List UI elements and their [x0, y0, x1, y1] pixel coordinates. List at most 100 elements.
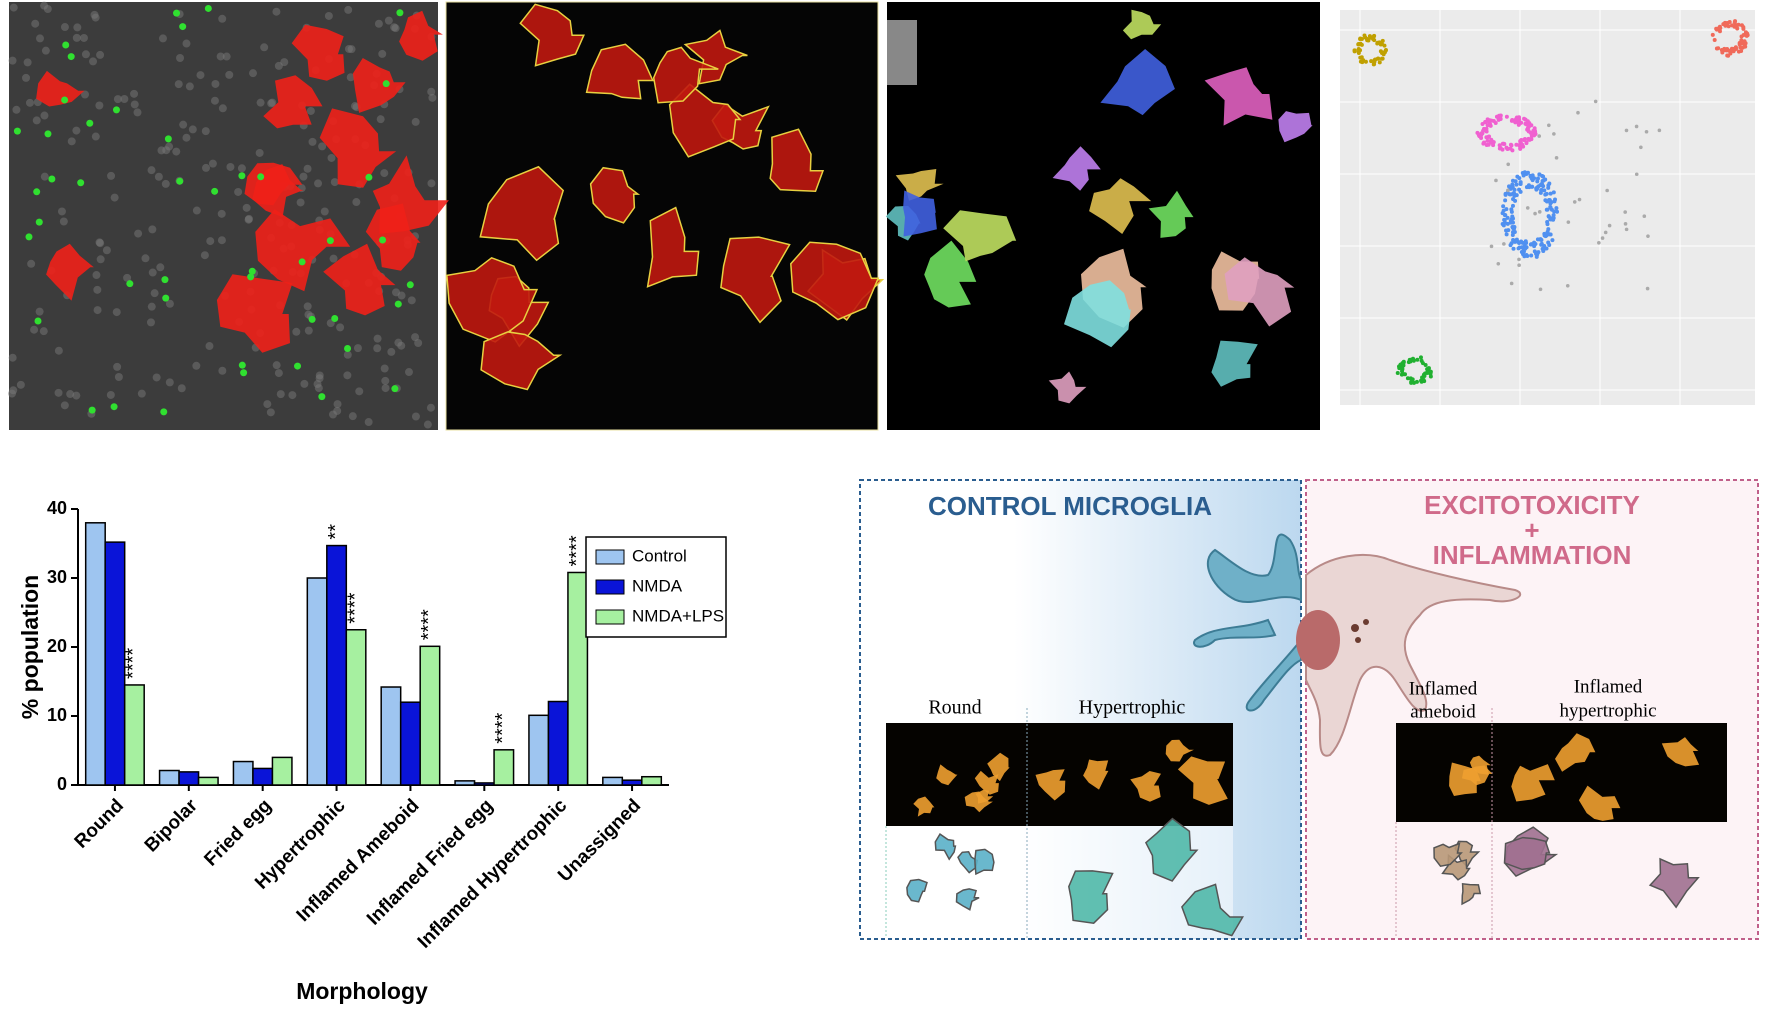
- umap-point: [1358, 55, 1363, 60]
- umap-point: [1510, 185, 1515, 190]
- umap-point: [1518, 180, 1523, 185]
- cell: [352, 58, 406, 113]
- cell-bg: [172, 147, 181, 156]
- cell: [1100, 49, 1175, 116]
- umap-point: [1542, 245, 1547, 250]
- umap-point: [1516, 115, 1521, 120]
- marker-dot: [331, 315, 339, 323]
- umap-point: [1486, 142, 1491, 147]
- cell-bg: [244, 214, 253, 223]
- bar: [567, 571, 589, 786]
- cell-bg: [206, 237, 215, 246]
- umap-point: [1525, 119, 1530, 124]
- bar: [454, 780, 476, 786]
- bar: [123, 684, 145, 786]
- umap-point: [1508, 218, 1513, 223]
- umap-point: [1576, 110, 1580, 115]
- umap-point: [1502, 217, 1507, 222]
- umap-point: [1514, 182, 1519, 187]
- umap-point: [1623, 210, 1628, 214]
- process: [1193, 618, 1277, 648]
- cell-bg: [201, 127, 210, 136]
- umap-point: [1372, 62, 1377, 67]
- cell-bg: [404, 368, 413, 377]
- cell-bg: [9, 386, 18, 395]
- umap-point: [1548, 205, 1553, 210]
- umap-point: [1532, 176, 1537, 181]
- umap-point: [1548, 191, 1553, 196]
- cell-bg: [107, 171, 116, 180]
- umap-point: [1510, 230, 1515, 235]
- cell-bg: [157, 146, 166, 155]
- umap-point: [1383, 47, 1388, 52]
- cell-bg: [92, 271, 101, 280]
- cell-bg: [106, 390, 115, 399]
- cell: [319, 108, 397, 188]
- cell: [252, 164, 304, 218]
- umap-point: [1510, 148, 1515, 153]
- cell-bg: [352, 198, 361, 207]
- umap-point: [1500, 141, 1505, 146]
- cell: [585, 43, 654, 100]
- umap-point: [1547, 197, 1552, 202]
- cell-bg: [176, 54, 185, 63]
- cell-bg: [315, 374, 324, 383]
- umap-point: [1357, 42, 1362, 47]
- bar: [158, 769, 180, 786]
- marker-dot: [379, 236, 387, 244]
- umap-point: [1529, 253, 1534, 258]
- umap-point: [1515, 174, 1520, 179]
- marker-dot: [25, 233, 33, 241]
- umap-point: [1554, 206, 1559, 211]
- umap-point: [1520, 170, 1525, 175]
- morph-label: ameboid: [1410, 701, 1476, 722]
- cell-bg: [73, 23, 82, 32]
- umap-point: [1646, 234, 1650, 238]
- cell-bg: [40, 111, 49, 120]
- cell-bg: [158, 34, 167, 43]
- umap-point: [1489, 137, 1494, 142]
- umap-point: [1543, 198, 1548, 203]
- marker-dot: [294, 362, 302, 370]
- cell-bg: [299, 172, 308, 181]
- diagram: CONTROL MICROGLIA EXCITOTOXICITY + INFLA…: [859, 479, 1759, 940]
- significance: ****: [123, 648, 145, 679]
- cell: [646, 206, 700, 288]
- umap-point: [1624, 227, 1629, 232]
- cell-bg: [394, 338, 403, 347]
- umap-point: [1742, 44, 1747, 49]
- cell: [906, 878, 928, 903]
- umap-point: [1545, 219, 1550, 224]
- umap-point: [1540, 173, 1545, 178]
- umap-point: [1517, 263, 1521, 268]
- umap-point: [1566, 220, 1571, 224]
- umap-point: [1505, 221, 1510, 226]
- umap-point: [1511, 226, 1516, 231]
- bar: [419, 645, 441, 786]
- cell-bg: [59, 217, 68, 226]
- cell-bg: [324, 11, 333, 20]
- cell-bg: [35, 34, 44, 43]
- cell-bg: [211, 79, 220, 88]
- umap-point: [1548, 201, 1553, 206]
- marker-dot: [67, 53, 75, 61]
- marker-dot: [396, 9, 404, 17]
- marker-dot: [257, 173, 265, 181]
- umap-point: [1511, 237, 1516, 242]
- umap-point: [1538, 183, 1543, 188]
- umap-point: [1745, 31, 1750, 36]
- bar: [473, 782, 495, 786]
- cell-bg: [130, 89, 139, 98]
- cell-bg: [263, 400, 272, 409]
- cell-bg: [90, 10, 99, 19]
- umap-point: [1361, 58, 1366, 63]
- cell-bg: [373, 334, 382, 343]
- cell-bg: [225, 70, 234, 79]
- cell: [1555, 733, 1596, 772]
- cell-bg: [123, 273, 132, 282]
- umap-point: [1400, 367, 1405, 372]
- umap-point: [1603, 230, 1608, 235]
- umap-point: [1503, 198, 1508, 203]
- umap-point: [1501, 208, 1506, 213]
